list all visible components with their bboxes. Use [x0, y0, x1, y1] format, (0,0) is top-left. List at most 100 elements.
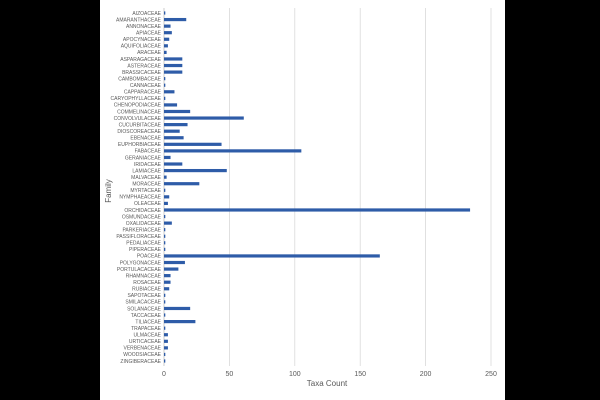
category-label: DIOSCOREACEAE	[117, 129, 161, 135]
bar-chart: AIZOACEAEAMARANTHACEAEANNONACEAEAPIACEAE…	[104, 8, 497, 388]
bar	[164, 359, 166, 363]
bar	[164, 313, 166, 317]
bar	[164, 300, 166, 304]
bar	[164, 175, 167, 179]
bar	[164, 234, 166, 238]
category-label: TACCACEAE	[131, 313, 162, 319]
x-tick-labels: 0 50 100 150 200 250	[162, 371, 497, 378]
category-label: MYRTACEAE	[130, 188, 161, 194]
category-label: BRASSICACEAE	[122, 70, 162, 76]
x-tick-label: 50	[226, 371, 234, 378]
category-label: ANNONACEAE	[126, 24, 162, 30]
bar	[164, 11, 166, 15]
category-label: PORTULACACEAE	[117, 267, 162, 273]
bar	[164, 96, 166, 100]
bar	[164, 103, 178, 107]
category-label: SOLANACEAE	[127, 306, 162, 312]
category-label: ULMACEAE	[133, 333, 161, 339]
bar	[164, 37, 170, 41]
category-label: POLYGONACEAE	[120, 260, 162, 266]
category-label: RHAMNACEAE	[126, 273, 162, 279]
category-label: RUBIACEAE	[132, 287, 162, 293]
bar	[164, 44, 168, 48]
bar	[164, 136, 184, 140]
bar	[164, 260, 185, 265]
bar	[164, 63, 183, 68]
bar	[164, 247, 166, 251]
bar	[164, 129, 180, 133]
category-label: TILIACEAE	[135, 319, 161, 325]
bar	[164, 77, 166, 81]
category-label: EUPHORBIACEAE	[118, 142, 162, 148]
category-label: COMMELINACEAE	[117, 109, 162, 115]
category-label: LAMIACEAE	[132, 168, 161, 174]
x-tick-label: 200	[420, 371, 432, 378]
category-label: MORACEAE	[132, 182, 161, 188]
category-label: PASSIFLORACEAE	[116, 234, 161, 240]
category-label: ARACEAE	[137, 50, 162, 56]
bar	[164, 50, 167, 54]
category-label: ASTERACEAE	[127, 63, 161, 69]
x-axis-title: Taxa Count	[307, 379, 348, 388]
bar	[164, 155, 171, 160]
category-label: ROSACEAE	[133, 280, 161, 286]
category-label: OXALIDACEAE	[126, 221, 162, 227]
bar	[164, 352, 166, 357]
category-label: SMILACACEAE	[125, 300, 161, 306]
bar	[164, 109, 191, 114]
bar	[164, 142, 222, 146]
category-label: CARYOPHYLLACEAE	[111, 96, 162, 102]
bar	[164, 162, 183, 166]
category-label: CAPPARACEAE	[124, 90, 162, 96]
bar	[164, 293, 166, 297]
category-label: PEDALIACEAE	[126, 241, 161, 247]
bar	[164, 280, 171, 284]
x-tick-label: 150	[354, 371, 366, 378]
bar	[164, 214, 166, 219]
bar	[164, 90, 175, 94]
bar	[164, 274, 171, 278]
category-label: AMARANTHACEAE	[116, 17, 162, 23]
bar	[164, 333, 168, 337]
chart-panel: AIZOACEAE AMARANTHACEAE ANNONACEAE APIACEAE…	[100, 0, 505, 400]
bar	[164, 31, 172, 35]
bar	[164, 83, 166, 87]
category-label: GERANIACEAE	[125, 155, 162, 161]
category-label: POACEAE	[137, 254, 162, 260]
bar	[164, 320, 196, 324]
category-label: ASPARAGACEAE	[120, 57, 161, 63]
category-label: WOODSIACEAE	[123, 352, 161, 358]
bar	[164, 24, 171, 28]
bar	[164, 339, 168, 343]
bar	[164, 346, 168, 350]
bar	[164, 57, 183, 61]
category-label: PIPERACEAE	[129, 247, 162, 253]
category-label: EBENACEAE	[130, 136, 161, 142]
bar	[164, 228, 166, 232]
bar	[164, 306, 191, 311]
x-tick-label: 100	[289, 371, 301, 378]
bar	[164, 254, 380, 258]
y-axis-title: Family	[104, 179, 113, 203]
category-label: CUCURBITACEAE	[119, 122, 162, 128]
category-label: VERBENACEAE	[123, 346, 161, 352]
category-label: NYMPHAEACEAE	[119, 195, 161, 201]
bar	[164, 168, 227, 173]
category-label: AIZOACEAE	[132, 11, 161, 17]
category-label: ORCHIDACEAE	[124, 208, 161, 214]
category-labels: AIZOACEAEAMARANTHACEAEANNONACEAEAPIACEAE…	[111, 11, 162, 365]
category-label: AQUIFOLIACEAE	[121, 44, 162, 50]
category-label: CHENOPODIACEAE	[114, 103, 162, 109]
category-label: APIACEAE	[136, 30, 162, 36]
bar	[164, 188, 166, 192]
x-tick-label: 0	[162, 371, 166, 378]
category-label: TRAPACEAE	[131, 326, 162, 332]
category-label: OSMUNDACEAE	[122, 214, 162, 220]
bar	[164, 123, 188, 127]
bar	[164, 221, 172, 225]
bar	[164, 241, 166, 245]
bar	[164, 17, 187, 22]
bars	[164, 11, 471, 363]
bar	[164, 326, 166, 330]
gridlines	[163, 8, 492, 366]
